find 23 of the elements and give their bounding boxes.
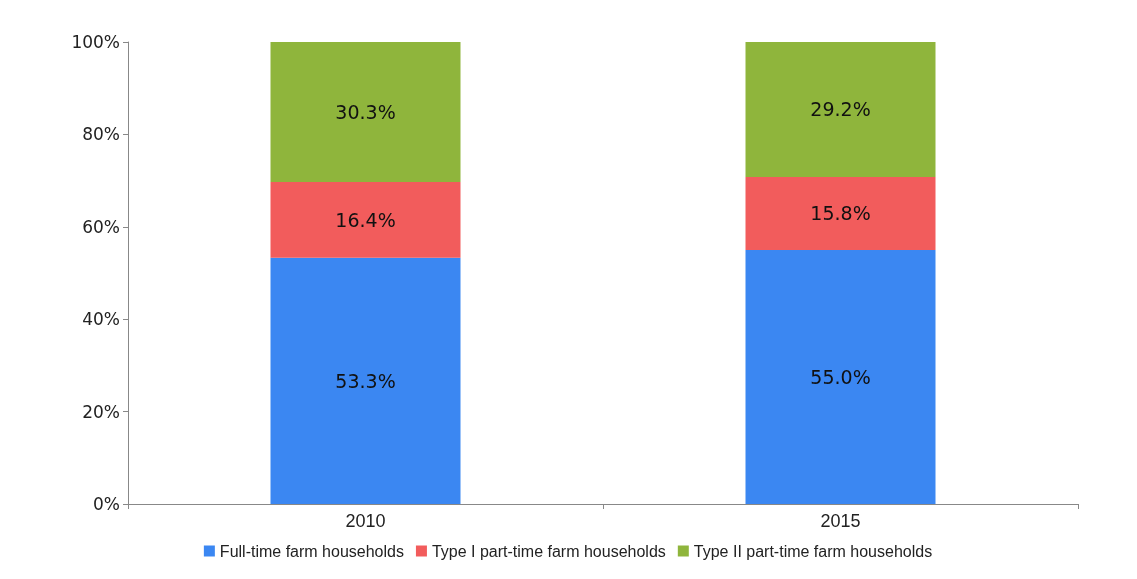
data-label: 16.4% xyxy=(335,208,396,231)
data-label: 15.8% xyxy=(810,202,871,225)
bar xyxy=(745,176,936,250)
y-tick-label: 0% xyxy=(93,494,120,514)
bar xyxy=(745,42,936,177)
x-tick-label: 2015 xyxy=(820,511,861,531)
legend-label: Full-time farm households xyxy=(219,542,404,560)
y-tick-label: 60% xyxy=(82,216,120,237)
legend-label: Type II part-time farm households xyxy=(693,542,933,560)
data-label: 55.0% xyxy=(810,365,871,388)
data-label: 29.2% xyxy=(810,98,871,121)
y-tick-label: 100% xyxy=(71,32,120,52)
bar xyxy=(745,249,936,504)
y-tick-label: 40% xyxy=(82,309,120,330)
x-tick-label: 2010 xyxy=(345,511,386,531)
bar xyxy=(270,181,461,258)
data-label: 30.3% xyxy=(335,100,396,123)
y-tick-label: 20% xyxy=(82,401,120,422)
y-tick-label: 80% xyxy=(82,124,120,145)
bar xyxy=(270,42,461,182)
bar xyxy=(270,257,461,504)
legend-label: Type I part-time farm households xyxy=(431,542,666,560)
data-label: 53.3% xyxy=(335,369,396,392)
